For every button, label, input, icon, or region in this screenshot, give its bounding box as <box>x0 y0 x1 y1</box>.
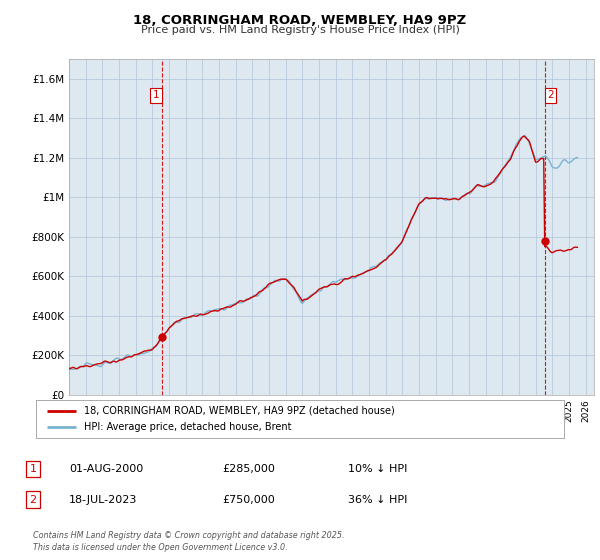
Text: 1: 1 <box>29 464 37 474</box>
Text: 2: 2 <box>29 494 37 505</box>
Text: Price paid vs. HM Land Registry's House Price Index (HPI): Price paid vs. HM Land Registry's House … <box>140 25 460 35</box>
Text: 18, CORRINGHAM ROAD, WEMBLEY, HA9 9PZ: 18, CORRINGHAM ROAD, WEMBLEY, HA9 9PZ <box>133 14 467 27</box>
Text: 1: 1 <box>153 90 160 100</box>
Text: Contains HM Land Registry data © Crown copyright and database right 2025.
This d: Contains HM Land Registry data © Crown c… <box>33 531 344 552</box>
Text: HPI: Average price, detached house, Brent: HPI: Average price, detached house, Bren… <box>83 422 291 432</box>
Text: £750,000: £750,000 <box>222 494 275 505</box>
Text: £285,000: £285,000 <box>222 464 275 474</box>
Text: 2: 2 <box>547 90 554 100</box>
Text: 10% ↓ HPI: 10% ↓ HPI <box>348 464 407 474</box>
Text: 18-JUL-2023: 18-JUL-2023 <box>69 494 137 505</box>
Text: 18, CORRINGHAM ROAD, WEMBLEY, HA9 9PZ (detached house): 18, CORRINGHAM ROAD, WEMBLEY, HA9 9PZ (d… <box>83 405 394 416</box>
Text: 01-AUG-2000: 01-AUG-2000 <box>69 464 143 474</box>
Text: 36% ↓ HPI: 36% ↓ HPI <box>348 494 407 505</box>
